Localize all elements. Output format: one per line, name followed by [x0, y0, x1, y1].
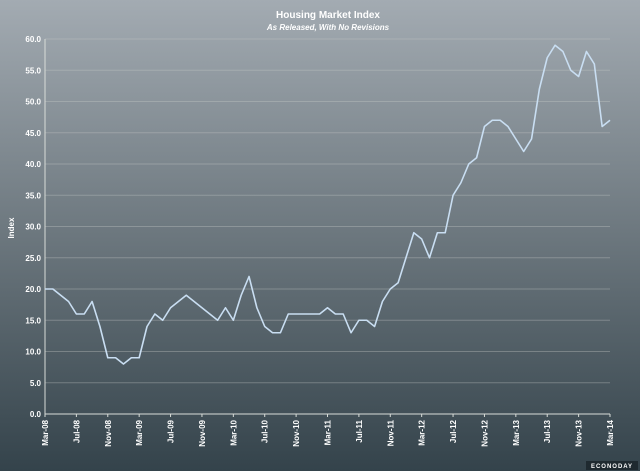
y-tick-label: 50.0 [25, 98, 41, 107]
x-tick-label: Mar-11 [324, 419, 333, 445]
y-tick-label: 30.0 [25, 223, 41, 232]
x-tick-label: Nov-09 [198, 419, 207, 446]
y-tick-label: 25.0 [25, 254, 41, 263]
x-tick-label: Jul-10 [261, 419, 270, 443]
x-tick-label: Mar-09 [135, 419, 144, 445]
line [45, 44, 611, 365]
y-tick-label: 5.0 [30, 379, 42, 388]
x-tick-label: Nov-08 [104, 419, 113, 446]
y-tick-label: 10.0 [25, 348, 41, 357]
y-tick-label: 35.0 [25, 191, 41, 200]
y-tick-label: 40.0 [25, 160, 41, 169]
x-tick-label: Nov-11 [386, 419, 395, 446]
x-tick-label: Mar-13 [512, 419, 521, 445]
x-tick-label: Mar-14 [606, 419, 615, 445]
y-tick-label: 15.0 [25, 316, 41, 325]
x-tick-label: Nov-12 [480, 419, 489, 446]
x-tick-label: Jul-13 [543, 419, 552, 443]
x-tick-label: Jul-09 [167, 419, 176, 443]
x-tick-label: Jul-08 [72, 419, 81, 443]
chart-subtitle: As Released, With No Revisions [266, 23, 390, 32]
brand: ECONODAY [591, 464, 633, 470]
y-tick-label: 60.0 [25, 35, 41, 44]
chart-title: Housing Market Index [276, 10, 380, 21]
y-axis-label: Index [7, 217, 16, 238]
x-tick-label: Mar-10 [229, 419, 238, 445]
brand-box [586, 461, 638, 470]
x-tick-label: Mar-12 [418, 419, 427, 445]
x-tick-label: Jul-11 [355, 419, 364, 442]
x-tick-label: Jul-12 [449, 419, 458, 443]
x-tick-label: Nov-13 [575, 419, 584, 446]
y-tick-label: 45.0 [25, 129, 41, 138]
y-tick-label: 0.0 [30, 410, 42, 419]
y-tick-label: 55.0 [25, 66, 41, 75]
x-tick-label: Nov-10 [292, 419, 301, 446]
y-tick-label: 20.0 [25, 285, 41, 294]
x-tick-label: Mar-08 [41, 419, 50, 445]
